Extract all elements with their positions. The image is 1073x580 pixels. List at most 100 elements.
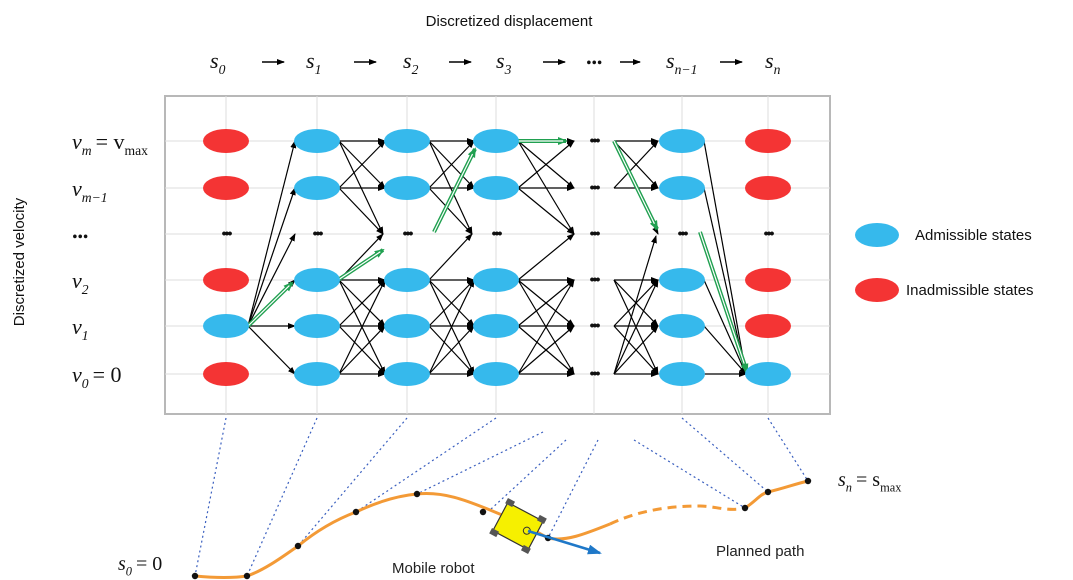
y-axis-title: Discretized velocity [11,197,28,326]
displacement-label-4: ••• [586,55,602,72]
inadmissible-state-node [203,268,249,292]
admissible-state-node [294,129,340,153]
waypoint-dot [413,490,421,498]
displacement-label-0: s0 [210,48,226,77]
inadmissible-state-node [745,129,791,153]
legend-admissible-swatch [855,223,899,247]
admissible-state-node [384,129,430,153]
legend-inadmissible-swatch [855,278,899,302]
waypoint-dot [191,572,199,580]
waypoint-dot [243,572,251,580]
path-start-text: s0 = 0 [118,553,162,579]
inadmissible-state-node [745,314,791,338]
velocity-label-3: v2 [72,268,89,297]
projection-line [194,417,227,577]
waypoint-dot [764,488,772,496]
transition-arrow [247,187,296,327]
transition-arrow [247,140,297,327]
optimal-arrow-highlight [613,140,655,224]
transition-arrow [428,187,473,235]
transition-arrow [338,187,384,235]
projection-line [547,439,599,539]
admissible-state-node [294,268,340,292]
path-end-text: sn = smax [838,469,902,495]
admissible-state-node [659,362,705,386]
admissible-state-node [473,362,519,386]
optimal-path-arrows [246,137,749,374]
transition-arrow [613,140,659,189]
admissible-state-node [384,314,430,338]
admissible-state-node [659,314,705,338]
path-end-label: sn = smax [838,469,902,495]
waypoint-dot [294,542,302,550]
optimal-arrow-highlight [699,231,745,364]
path-start-label: s0 = 0 [118,553,162,579]
transition-arrow [613,325,659,375]
transition-arrow [517,279,575,327]
projection-line [633,439,746,509]
velocity-label-2: ••• [72,229,88,246]
robot-heading-arrow [527,529,602,555]
waypoint-dot [741,504,749,512]
mobile-robot-icon [489,498,547,554]
transition-arrow [428,325,475,375]
admissible-state-node [203,314,249,338]
waypoint-dot [804,477,812,485]
mobile-robot-label: Mobile robot [392,560,475,577]
waypoint-dot [479,508,487,516]
transition-arrow [517,140,575,189]
velocity-labels: vm = vmax vm−1 ••• v2 v1 v0 = 0 [72,129,148,391]
displacement-label-3: s3 [496,48,512,77]
velocity-label-5: v0 = 0 [72,362,122,391]
projection-line [297,417,408,547]
transition-arrow [247,233,296,327]
admissible-state-node [473,176,519,200]
velocity-label-1: vm−1 [72,176,108,205]
inadmissible-state-node [745,268,791,292]
admissible-state-node [384,176,430,200]
path-waypoints [191,477,812,580]
transition-arrow [428,279,475,327]
displacement-label-5: sn−1 [666,48,697,77]
admissible-state-node [659,129,705,153]
transition-arrow [703,325,747,375]
transition-arrow [428,233,473,281]
diagram-title: Discretized displacement [426,13,594,30]
admissible-state-node [473,129,519,153]
admissible-state-node [659,268,705,292]
projection-line [681,417,769,493]
displacement-label-2: s2 [403,48,419,77]
projection-line [246,417,318,577]
waypoint-dot [352,508,360,516]
transition-arrow [338,325,386,375]
planned-path-end [744,479,809,510]
admissible-state-node [384,268,430,292]
projection-lines [194,417,809,577]
legend: Admissible states Inadmissible states [855,223,1034,302]
admissible-state-node [745,362,791,386]
transition-arrow [338,140,386,189]
transition-arrow [247,325,296,375]
transition-arrows [247,138,748,377]
admissible-state-node [294,362,340,386]
transition-arrow [613,235,657,375]
projection-line [416,431,544,495]
transition-arrow [613,279,659,375]
admissible-state-node [384,362,430,386]
transition-arrow [517,279,575,375]
displacement-label-1: s1 [306,48,321,77]
projection-line [355,417,497,513]
admissible-state-node [473,268,519,292]
transition-arrow [428,279,475,375]
transition-arrow [517,325,575,375]
admissible-state-node [294,314,340,338]
admissible-state-node [294,176,340,200]
projection-line [489,439,567,511]
velocity-label-0: vm = vmax [72,129,148,158]
transition-arrow [517,233,575,281]
legend-inadmissible-label: Inadmissible states [906,282,1034,299]
inadmissible-state-node [203,129,249,153]
transition-arrow [338,279,386,327]
projection-line [767,417,809,482]
